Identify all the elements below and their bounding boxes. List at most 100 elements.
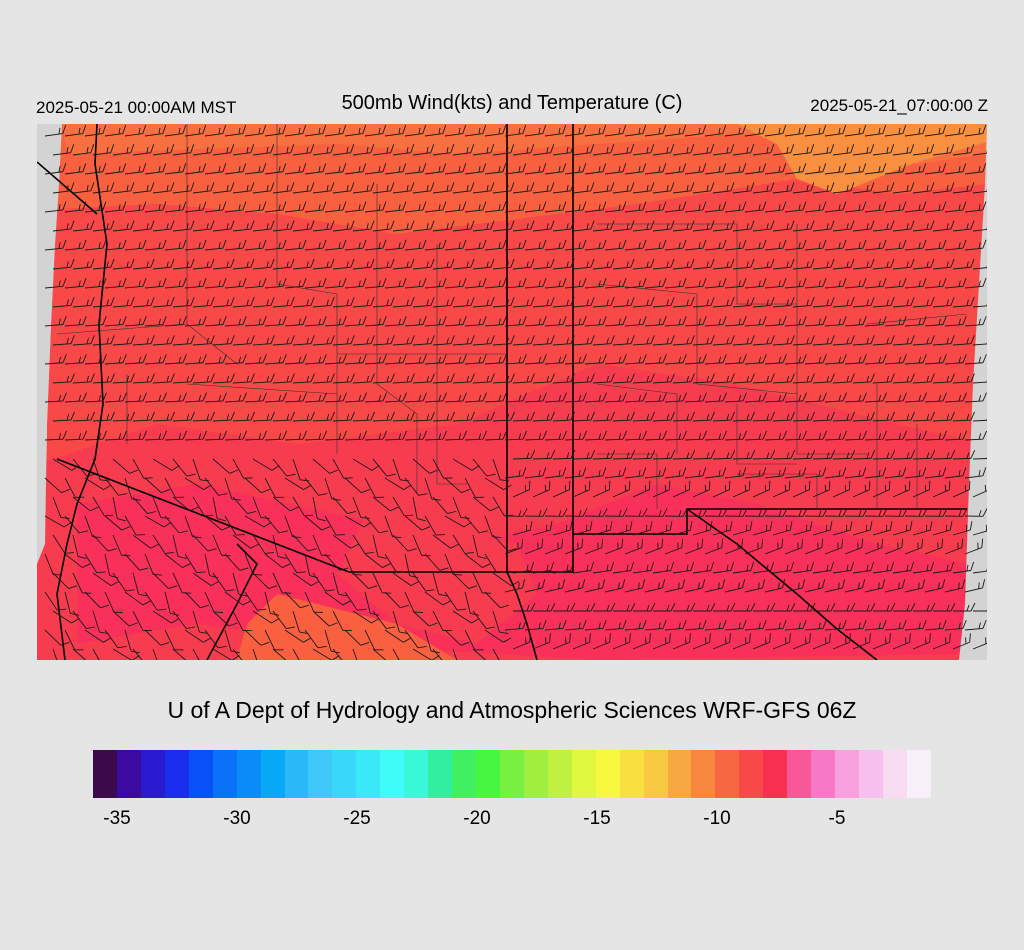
wind-barb — [72, 220, 95, 232]
wind-barb — [284, 201, 307, 213]
wind-barb — [884, 619, 907, 631]
wind-barb — [824, 579, 846, 593]
wind-barb — [632, 296, 655, 308]
wind-barb — [964, 124, 987, 137]
wind-barb — [652, 144, 675, 156]
wind-barb — [92, 572, 120, 587]
wind-barb — [704, 316, 727, 327]
wind-barb — [652, 450, 676, 460]
wind-barb — [132, 220, 155, 232]
wind-barb — [812, 373, 835, 384]
wind-barb — [604, 508, 628, 517]
wind-barb — [952, 335, 975, 346]
wind-barb — [684, 508, 708, 517]
wind-barb — [592, 220, 615, 232]
wind-barb — [404, 629, 427, 649]
wind-barb — [872, 258, 895, 270]
wind-barb — [52, 572, 78, 589]
wind-barb — [572, 144, 595, 156]
wind-barb — [392, 534, 417, 552]
wind-barb — [852, 335, 875, 346]
wind-barb — [172, 458, 196, 477]
wind-barb — [112, 373, 135, 384]
wind-barb — [372, 258, 395, 270]
wind-barb — [693, 602, 716, 612]
wind-barb — [652, 480, 671, 498]
wind-barb — [644, 354, 667, 365]
wind-barb — [724, 392, 747, 403]
wind-barb — [504, 354, 527, 365]
wind-barb — [164, 553, 191, 568]
wind-barb — [212, 458, 239, 474]
wind-barb — [792, 144, 815, 156]
wind-barb — [924, 579, 946, 593]
wind-barb — [844, 430, 868, 441]
wind-barb — [972, 524, 987, 536]
wind-barb — [164, 201, 187, 213]
model-credit: U of A Dept of Hydrology and Atmospheric… — [167, 697, 857, 723]
colorbar-swatch — [667, 750, 692, 798]
wind-barb — [772, 373, 795, 384]
wind-barb — [364, 629, 384, 651]
wind-barb — [892, 450, 916, 460]
wind-barb — [424, 515, 445, 536]
wind-barb — [132, 373, 155, 384]
wind-barb — [904, 538, 924, 555]
wind-barb — [252, 182, 275, 194]
wind-barb — [332, 144, 355, 156]
wind-barb — [104, 430, 128, 441]
colorbar-swatch — [212, 750, 237, 798]
wind-barb — [812, 258, 835, 270]
wind-barb — [924, 239, 947, 251]
wind-barb — [112, 648, 140, 660]
wind-barb — [864, 201, 887, 213]
wind-barb — [832, 561, 855, 574]
wind-barb — [753, 602, 776, 612]
wind-barb — [584, 316, 607, 327]
wind-barb — [412, 648, 440, 660]
wind-barb — [64, 239, 87, 251]
wind-barb — [773, 602, 796, 612]
wind-barb — [272, 496, 299, 512]
weather-map — [37, 124, 987, 660]
wind-barb — [364, 553, 391, 568]
wind-barb — [484, 430, 508, 441]
wind-barb — [352, 296, 375, 308]
wind-barb — [372, 335, 395, 346]
wind-barb — [764, 354, 787, 365]
wind-barb — [904, 508, 928, 517]
wind-barb — [924, 508, 948, 517]
wind-barb — [804, 392, 827, 403]
wind-barb — [384, 477, 412, 491]
wind-barb — [744, 392, 767, 403]
wind-barb — [384, 201, 407, 213]
wind-barb — [664, 354, 687, 365]
wind-barb — [732, 633, 751, 650]
wind-barb — [572, 258, 595, 270]
wind-barb — [452, 335, 475, 346]
wind-barb — [564, 467, 587, 479]
wind-barb — [932, 258, 955, 270]
wind-barb — [544, 163, 567, 175]
wind-barb — [824, 392, 847, 403]
wind-barb — [912, 450, 936, 460]
wind-barb — [64, 163, 87, 175]
wind-barb — [92, 296, 115, 308]
wind-barb — [224, 201, 247, 213]
wind-barb — [124, 553, 149, 571]
wind-barb — [872, 450, 896, 460]
wind-barb — [524, 124, 547, 137]
wind-barb — [244, 430, 268, 441]
wind-barb — [252, 258, 275, 270]
wind-barb — [684, 163, 707, 175]
wind-barb — [624, 579, 646, 593]
wind-barb — [864, 538, 884, 555]
colorbar-swatch — [715, 750, 740, 798]
wind-barb — [52, 610, 80, 624]
wind-barb — [284, 316, 307, 327]
wind-barb — [832, 335, 855, 346]
wind-barb — [172, 258, 195, 270]
wind-barb — [724, 508, 748, 517]
wind-barb — [644, 619, 667, 631]
wind-barb — [424, 239, 447, 251]
